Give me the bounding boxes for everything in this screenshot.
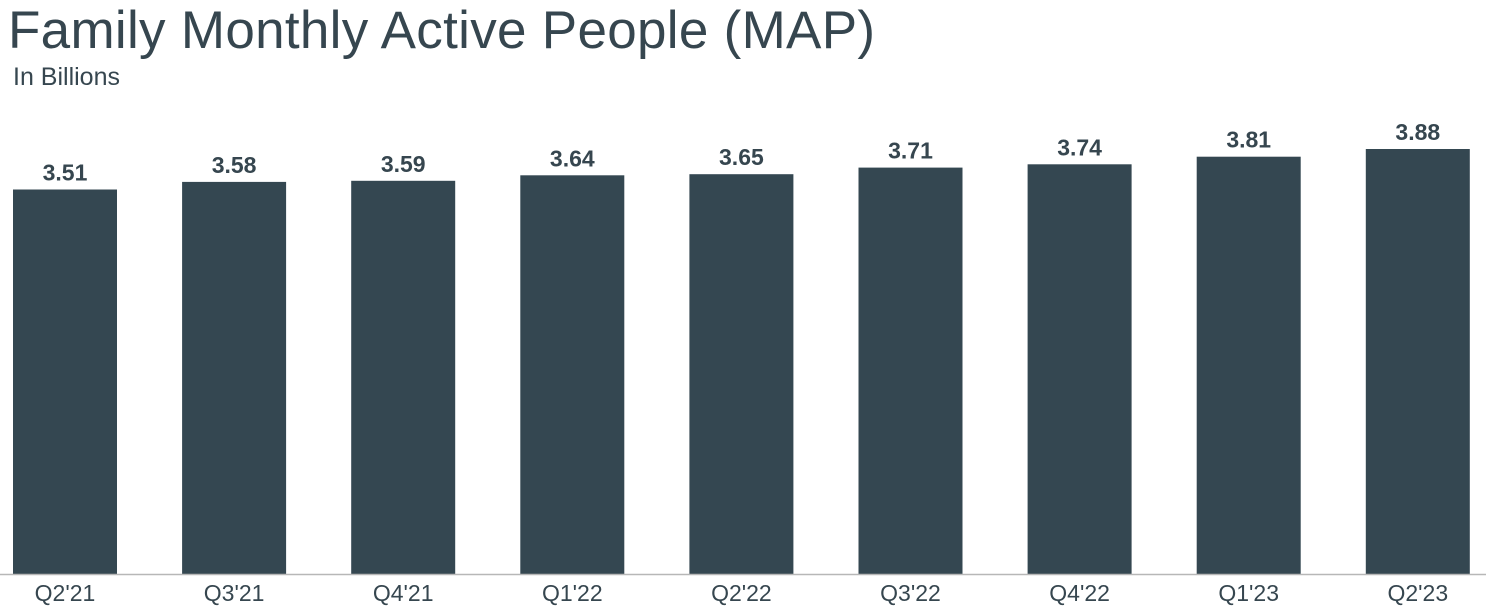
- x-tick-label: Q1'22: [542, 580, 603, 606]
- x-tick-label: Q3'22: [880, 580, 941, 606]
- bar-Q1'23: [1196, 156, 1301, 574]
- x-tick-label: Q2'21: [35, 580, 96, 606]
- x-tick-label: Q3'21: [204, 580, 265, 606]
- value-label: 3.81: [1226, 127, 1271, 153]
- value-label: 3.65: [719, 144, 764, 170]
- chart-title: Family Monthly Active People (MAP): [8, 1, 876, 60]
- value-label: 3.64: [550, 145, 595, 171]
- bar-Q2'23: [1365, 149, 1470, 574]
- value-label: 3.58: [212, 152, 257, 178]
- bar-Q4'21: [351, 180, 456, 575]
- chart-subtitle: In Billions: [13, 63, 120, 91]
- value-label: 3.88: [1395, 119, 1440, 145]
- x-tick-label: Q2'22: [711, 580, 772, 606]
- bar-Q3'21: [182, 181, 287, 574]
- bar-Q3'22: [858, 167, 963, 574]
- bar-Q4'22: [1027, 164, 1132, 575]
- bar-Q2'21: [13, 189, 117, 574]
- value-label: 3.74: [1057, 134, 1102, 160]
- x-tick-label: Q4'21: [373, 580, 434, 606]
- value-label: 3.71: [888, 138, 933, 164]
- value-label: 3.59: [381, 151, 426, 177]
- x-tick-label: Q2'23: [1387, 580, 1448, 606]
- value-label: 3.51: [43, 160, 88, 186]
- x-tick-label: Q4'22: [1049, 580, 1110, 606]
- bar-Q1'22: [520, 175, 625, 575]
- x-tick-label: Q1'23: [1218, 580, 1279, 606]
- bar-Q2'22: [689, 174, 794, 574]
